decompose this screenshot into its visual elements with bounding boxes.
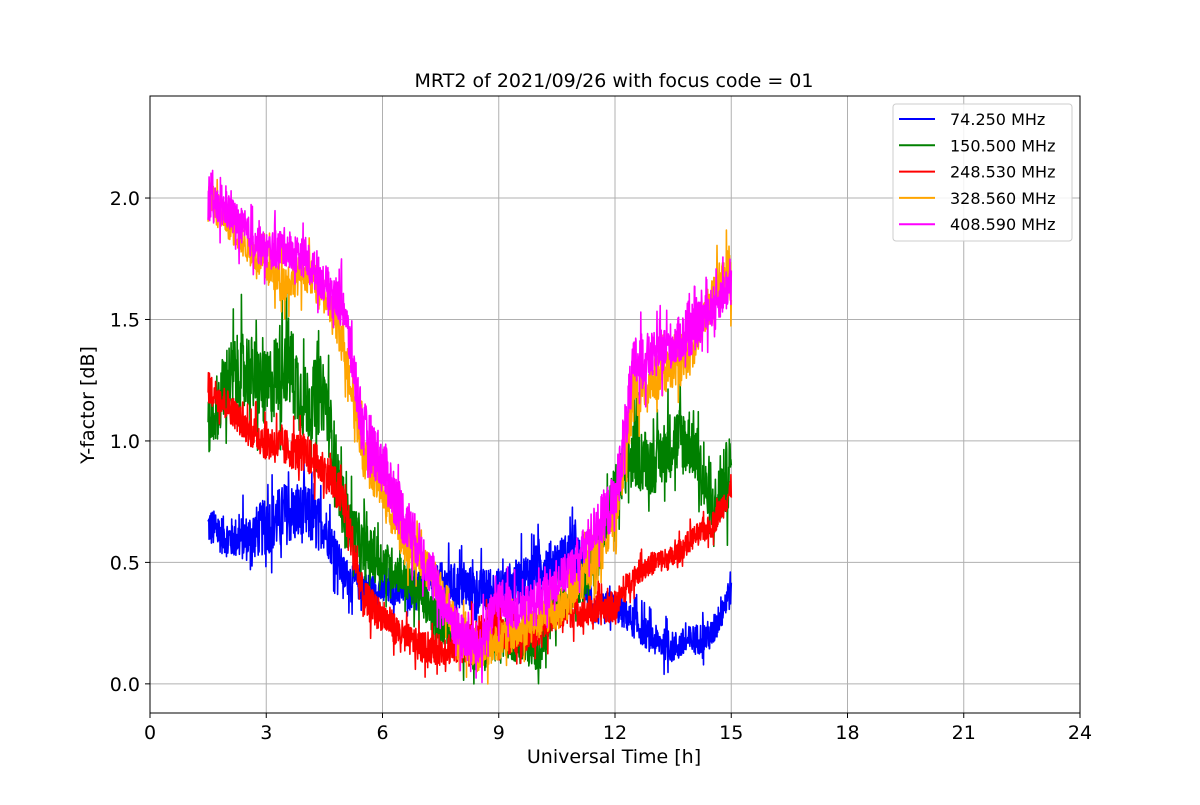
x-axis-label: Universal Time [h]	[527, 746, 701, 768]
x-tick-label: 21	[952, 722, 976, 744]
legend-label: 328.560 MHz	[950, 189, 1055, 208]
y-tick-label: 1.0	[110, 431, 140, 453]
legend-label: 248.530 MHz	[950, 163, 1055, 182]
x-tick-label: 15	[719, 722, 743, 744]
x-tick-label: 12	[603, 722, 627, 744]
chart-title: MRT2 of 2021/09/26 with focus code = 01	[415, 70, 814, 92]
x-tick-label: 18	[835, 722, 859, 744]
legend-label: 150.500 MHz	[950, 136, 1055, 155]
axis-ticks: 0 3 6 9 12 15 18 21 24 0.0 0.5 1.0 1.5 2.0	[110, 188, 1092, 744]
y-tick-label: 1.5	[110, 309, 140, 331]
plot-area	[207, 169, 733, 685]
x-tick-label: 9	[493, 722, 505, 744]
legend-label: 74.250 MHz	[950, 110, 1045, 129]
legend-box	[892, 103, 1073, 242]
y-tick-label: 0.5	[110, 552, 140, 574]
x-tick-label: 24	[1068, 722, 1092, 744]
series-line-0	[207, 463, 733, 676]
y-tick-label: 0.0	[110, 674, 140, 696]
x-tick-label: 6	[376, 722, 388, 744]
series-line-4	[207, 169, 733, 684]
x-tick-label: 0	[144, 722, 156, 744]
y-tick-label: 2.0	[110, 188, 140, 210]
y-axis-label: Y-factor [dB]	[77, 346, 99, 465]
legend: 74.250 MHz 150.500 MHz 248.530 MHz 328.560 …	[892, 103, 1073, 242]
x-tick-label: 3	[260, 722, 272, 744]
legend-label: 408.590 MHz	[950, 215, 1055, 234]
